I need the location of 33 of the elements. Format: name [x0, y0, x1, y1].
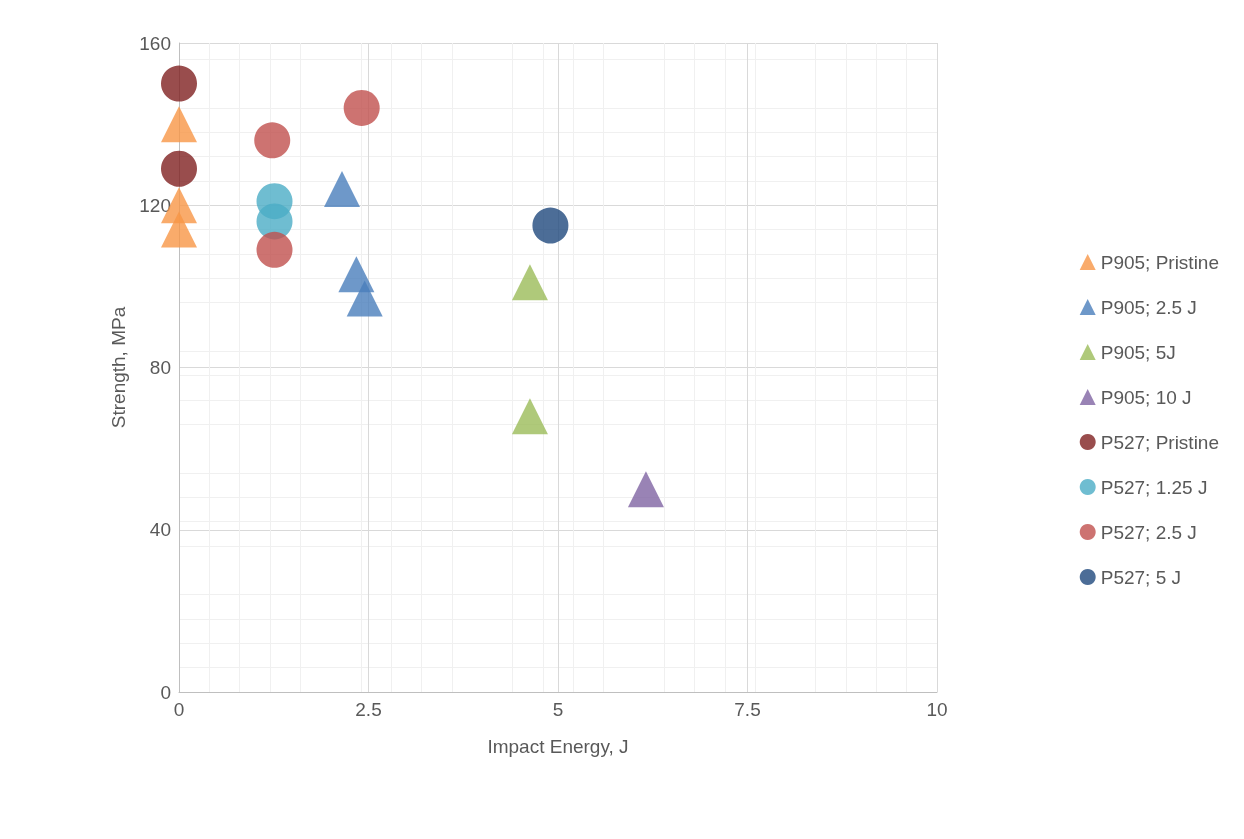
- legend-label: P905; Pristine: [1100, 251, 1220, 273]
- legend-label: P527; 2.5 J: [1100, 521, 1197, 543]
- legend-label: P905; 10 J: [1100, 386, 1192, 408]
- point: [161, 150, 197, 187]
- point: [161, 106, 197, 143]
- x-tick-label: 10: [926, 699, 948, 720]
- point: [254, 122, 291, 159]
- x-tick-label: 5: [552, 699, 564, 720]
- point: [161, 211, 197, 248]
- x-tick-label: 0: [173, 699, 185, 720]
- legend-label: P527; 5 J: [1100, 566, 1181, 588]
- x-axis-title: Impact Energy, J: [487, 736, 629, 757]
- y-tick-label: 80: [149, 357, 171, 378]
- x-tick-label: 2.5: [355, 699, 382, 720]
- y-tick-label: 0: [160, 681, 171, 703]
- y-axis-title: Strength, MPa: [108, 306, 130, 429]
- y-tick-label: 160: [139, 32, 171, 54]
- point: [511, 398, 548, 435]
- legend-label: P527; 1.25 J: [1100, 476, 1208, 498]
- y-tick-label: 40: [149, 519, 171, 541]
- legend-label: P905; 5J: [1100, 341, 1176, 363]
- legend-label: P905; 2.5 J: [1100, 296, 1197, 318]
- y-tick-label: 120: [139, 194, 171, 216]
- point: [346, 280, 383, 317]
- legend-label: P527; Pristine: [1100, 431, 1220, 453]
- point: [532, 207, 569, 244]
- point: [511, 264, 548, 301]
- x-tick-label: 7.5: [734, 699, 761, 720]
- point: [627, 471, 664, 508]
- point: [323, 171, 360, 208]
- point: [161, 65, 197, 102]
- point: [256, 231, 293, 268]
- point: [343, 89, 380, 126]
